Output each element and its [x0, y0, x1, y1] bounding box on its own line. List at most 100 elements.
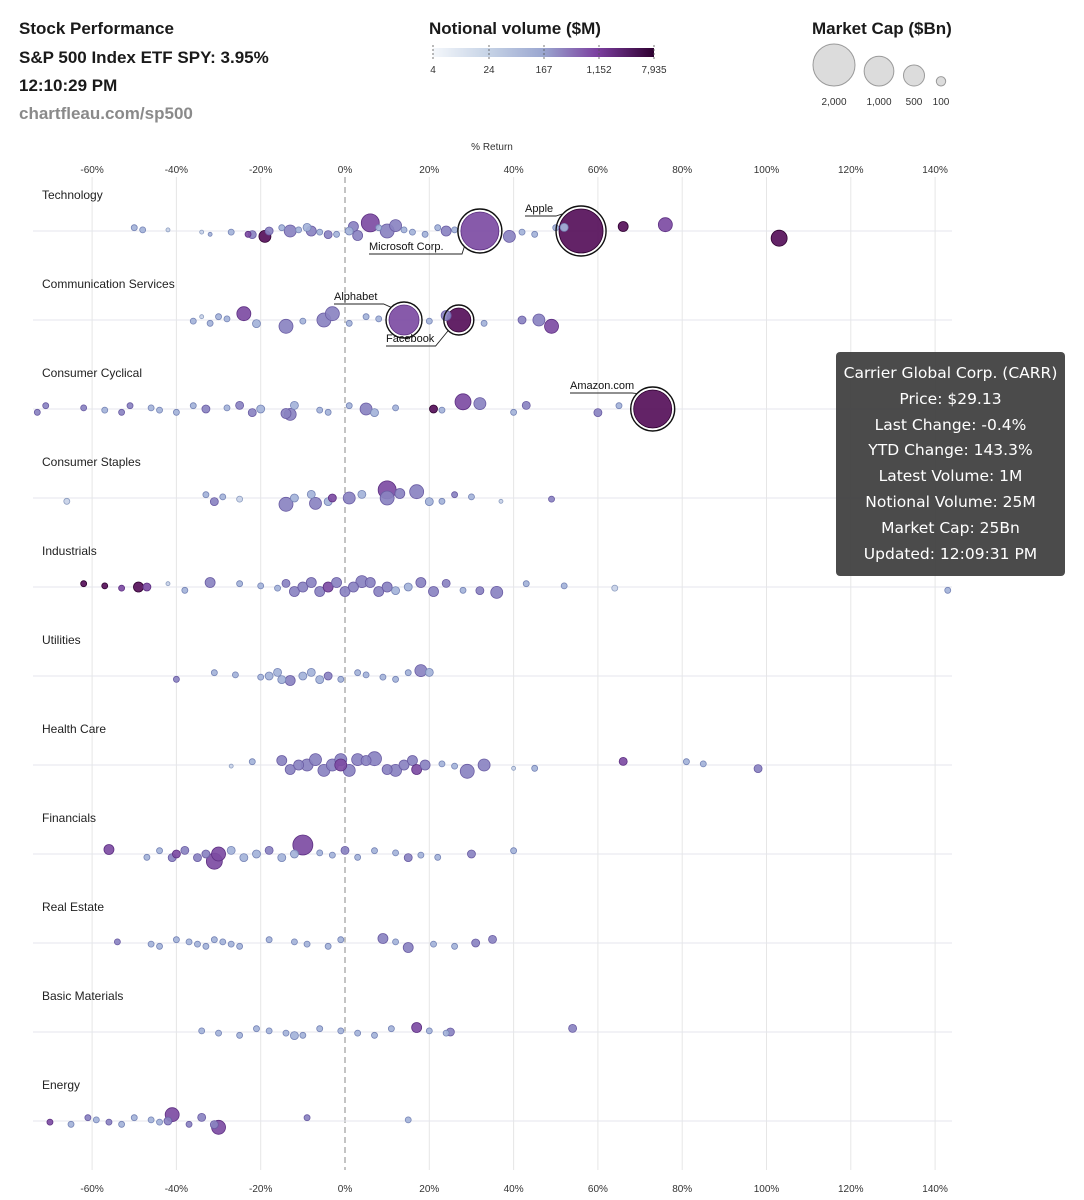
stock-point — [303, 940, 311, 948]
stock-point — [101, 406, 109, 414]
stock-point — [440, 225, 452, 237]
stock-point — [139, 226, 147, 234]
stock-point — [316, 406, 324, 414]
source-link[interactable]: chartfleau.com/sp500 — [19, 104, 193, 123]
x-tick-label-bottom: 20% — [419, 1184, 439, 1195]
stock-point — [316, 1025, 324, 1033]
volume-gradient-bar — [433, 48, 654, 57]
stock-point — [414, 664, 428, 677]
stock-point — [236, 495, 244, 503]
stock-point — [143, 853, 151, 861]
stock-point — [290, 493, 299, 503]
update-time: 12:10:29 PM — [19, 76, 118, 95]
stock-point — [364, 577, 376, 588]
volume-tick-label: 4 — [430, 65, 436, 76]
stock-point — [421, 230, 429, 238]
stock-point — [147, 404, 155, 412]
stock-point — [459, 586, 467, 594]
stock-point — [247, 408, 257, 418]
data-points — [33, 208, 952, 1135]
annotation-leader-line — [369, 246, 465, 255]
stock-point — [292, 834, 314, 856]
tooltip-ytd-change: YTD Change: 143.3% — [868, 441, 1033, 460]
cap-size-label: 500 — [906, 97, 923, 108]
stock-point — [593, 408, 603, 418]
stock-point — [180, 846, 190, 855]
stock-point — [316, 849, 324, 857]
stock-point — [339, 586, 351, 597]
stock-point — [172, 675, 180, 683]
stock-point — [560, 582, 568, 590]
stock-point — [130, 224, 138, 232]
chart-title: Stock Performance — [19, 19, 174, 38]
stock-point — [252, 319, 261, 329]
stock-point — [309, 753, 322, 766]
sector-label: Basic Materials — [42, 989, 123, 1003]
stock-point — [424, 668, 434, 677]
stock-point — [302, 222, 312, 232]
stock-point — [324, 306, 340, 322]
stock-point — [80, 580, 88, 588]
stock-point — [404, 1116, 412, 1124]
x-tick-label-top: 100% — [754, 165, 780, 176]
sector-label: Financials — [42, 811, 96, 825]
tooltip-notional-volume: Notional Volume: 25M — [865, 492, 1036, 511]
stock-point — [181, 586, 189, 594]
sector-label: Technology — [42, 188, 103, 202]
x-tick-label-top: 140% — [922, 165, 948, 176]
x-tick-label-top: -40% — [165, 165, 188, 176]
stock-point — [80, 404, 88, 412]
stock-point — [274, 584, 281, 592]
stock-point — [438, 406, 446, 414]
x-tick-label-top: 0% — [338, 165, 353, 176]
stock-point — [314, 586, 326, 597]
stock-point — [226, 846, 236, 855]
stock-point — [425, 1027, 433, 1035]
stock-point — [371, 847, 378, 855]
stock-point — [103, 844, 115, 855]
stock-point — [392, 849, 399, 857]
stock-point — [210, 669, 218, 677]
stock-point — [419, 759, 431, 771]
stock-point — [434, 224, 442, 232]
stock-point — [283, 224, 297, 238]
stock-point — [63, 497, 71, 505]
stock-point — [282, 1029, 290, 1037]
stock-point — [403, 853, 413, 862]
stock-point — [265, 936, 273, 944]
stock-annotation-label: Alphabet — [334, 291, 377, 303]
stock-point — [92, 1116, 100, 1124]
stock-point — [248, 758, 256, 766]
stock-point — [130, 1114, 138, 1122]
stock-point — [105, 1118, 113, 1126]
stock-point — [442, 1029, 450, 1037]
stock-point — [147, 1116, 155, 1124]
annotation-leader-line — [525, 213, 564, 217]
annotations: Apple Microsoft Corp. Alphabet Facebook Amaz… — [334, 203, 676, 432]
stock-point — [236, 1031, 244, 1039]
stock-point — [284, 675, 296, 686]
stock-point — [531, 230, 539, 238]
x-tick-label-top: 20% — [419, 165, 439, 176]
tooltip-updated: Updated: 12:09:31 PM — [863, 544, 1038, 563]
stock-point — [392, 404, 399, 412]
stock-point — [235, 400, 245, 410]
stock-point — [333, 230, 340, 238]
stock-point — [202, 942, 210, 950]
stock-point — [172, 936, 180, 944]
stock-point — [322, 581, 334, 593]
stock-point — [510, 408, 517, 416]
stock-point — [156, 942, 163, 950]
volume-legend-title: Notional volume ($M) — [429, 19, 601, 38]
stock-point — [113, 938, 121, 946]
x-tick-label-top: -20% — [249, 165, 272, 176]
stock-point — [379, 673, 387, 681]
x-tick-label-bottom: 100% — [754, 1184, 780, 1195]
stock-point — [425, 317, 433, 325]
stock-point — [118, 1120, 126, 1128]
volume-tick-label: 167 — [536, 65, 553, 76]
stock-point — [211, 846, 226, 862]
stock-point — [201, 404, 211, 414]
stock-point — [568, 1024, 578, 1033]
stock-point — [379, 490, 395, 506]
